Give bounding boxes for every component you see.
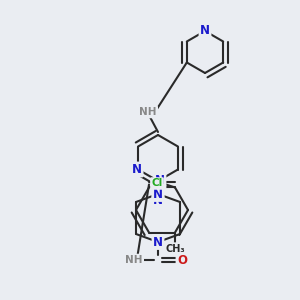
Text: N: N [153, 236, 163, 248]
Text: Cl: Cl [152, 178, 163, 188]
Text: O: O [177, 254, 187, 266]
Text: NH: NH [125, 255, 143, 265]
Text: N: N [155, 175, 165, 188]
Text: N: N [132, 163, 142, 176]
Text: N: N [200, 25, 210, 38]
Text: N: N [153, 188, 163, 200]
Text: NH: NH [139, 107, 157, 117]
Text: N: N [153, 194, 163, 206]
Text: CH₃: CH₃ [165, 244, 185, 254]
